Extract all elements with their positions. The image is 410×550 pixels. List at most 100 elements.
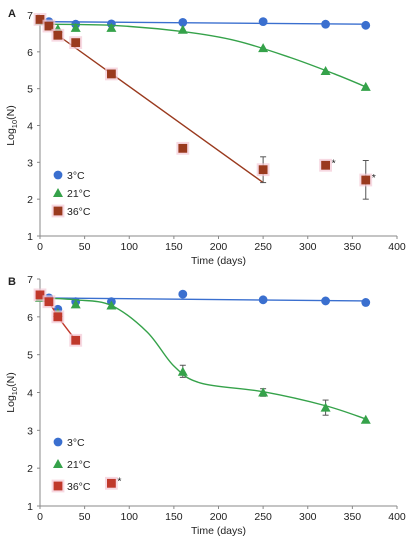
chart-panel-a: A 0 50 100 150 200 250 300 350 400 1 2 3 4 5 6 7 Time (da…: [5, 8, 406, 267]
legend-marker: [53, 206, 63, 216]
y-axis-title-main: Log: [5, 128, 17, 146]
data-point: [35, 290, 45, 300]
data-point: [321, 160, 330, 170]
x-tick-label: 0: [37, 241, 43, 253]
data-point: [107, 478, 116, 488]
data-point: [178, 143, 188, 153]
y-tick-label: 6: [27, 312, 33, 324]
legend-marker: [53, 170, 63, 180]
legend-label: 3°C: [67, 170, 85, 182]
y-tick-label: 1: [27, 501, 33, 513]
data-point: [361, 175, 371, 185]
legend-entry: 3°C: [53, 437, 85, 449]
data-point: [35, 15, 45, 24]
x-tick-label: 350: [344, 511, 362, 523]
legend-marker: [53, 188, 63, 197]
x-tick-label: 400: [388, 511, 406, 523]
data-point: [71, 335, 81, 345]
y-axis-title-tail: (N): [5, 105, 17, 120]
data-point: [178, 17, 188, 27]
x-tick-label: 300: [299, 511, 317, 523]
data-point: [321, 19, 330, 29]
series-triangle: [35, 15, 371, 91]
data-point: [53, 30, 63, 40]
x-tick-label: 250: [254, 511, 272, 523]
data-point: [320, 402, 331, 412]
x-tick-label: 200: [210, 511, 228, 523]
x-tick-label: 200: [210, 241, 228, 253]
data-point: [361, 298, 371, 307]
y-axis-title-sub: 10: [10, 387, 19, 395]
y-tick-label: 4: [27, 121, 33, 133]
fit-line: [39, 297, 366, 302]
panel-label: A: [8, 8, 16, 20]
series-circle: [35, 289, 371, 314]
significance-asterisk: *: [117, 475, 121, 487]
x-tick-label: 300: [299, 241, 317, 253]
data-point: [44, 21, 54, 31]
y-tick-label: 3: [27, 157, 33, 169]
significance-asterisk: *: [332, 157, 336, 169]
data-point: [320, 65, 331, 75]
data-point: [258, 165, 268, 175]
legend-label: 36°C: [67, 481, 91, 493]
legend-marker: [53, 459, 63, 468]
legend-label: 3°C: [67, 437, 85, 449]
x-tick-label: 250: [254, 241, 272, 253]
y-tick-label: 1: [27, 231, 33, 243]
data-point: [361, 20, 371, 30]
x-tick-label: 50: [79, 241, 91, 253]
fit-line: [39, 297, 366, 420]
data-point: [44, 297, 54, 307]
data-point: [106, 300, 117, 310]
data-point: [258, 387, 269, 397]
y-tick-label: 5: [27, 84, 33, 96]
x-tick-label: 50: [79, 511, 91, 523]
data-point: [258, 17, 268, 27]
x-tick-label: 100: [120, 241, 138, 253]
series-triangle: [35, 292, 371, 424]
legend-entry: 21°C: [53, 188, 91, 200]
y-tick-label: 4: [27, 388, 33, 400]
y-axis-title-main: Log: [5, 395, 17, 413]
data-point: [106, 22, 117, 32]
data-point: [177, 366, 188, 376]
x-tick-label: 100: [120, 511, 138, 523]
legend-label: 21°C: [67, 459, 91, 471]
legend-marker: [53, 437, 63, 447]
data-point: [71, 38, 81, 48]
x-tick-label: 150: [165, 241, 183, 253]
series-circle: [35, 15, 371, 30]
fit-line: [39, 23, 367, 88]
data-point: [258, 295, 268, 305]
data-point: [70, 22, 81, 32]
data-point: [70, 299, 81, 309]
y-tick-label: 6: [27, 47, 33, 59]
legend-entry: 21°C: [53, 459, 91, 471]
y-tick-label: 7: [27, 274, 33, 286]
y-tick-label: 5: [27, 350, 33, 362]
x-tick-label: 350: [344, 241, 362, 253]
y-axis-title-sub: 10: [10, 120, 19, 128]
data-point: [258, 43, 269, 53]
significance-asterisk: *: [372, 172, 376, 184]
series-square: **: [33, 13, 376, 200]
x-tick-label: 0: [37, 511, 43, 523]
panel-label: B: [8, 276, 16, 288]
data-point: [360, 414, 371, 424]
x-tick-label: 150: [165, 511, 183, 523]
x-axis-title: Time (days): [191, 525, 246, 537]
chart-panel-b: B 0 50 100 150 200 250 300 350 400 1 2 3 4 5 6 7 Time (da…: [5, 274, 406, 537]
fit-line: [39, 20, 366, 25]
y-axis-title: Log10(N): [5, 105, 19, 145]
legend-entry: 3°C: [53, 170, 85, 182]
data-point: [178, 289, 188, 299]
y-tick-label: 2: [27, 194, 33, 206]
data-point: [321, 296, 330, 306]
data-point: [107, 69, 116, 79]
legend-label: 21°C: [67, 188, 91, 200]
x-axis-title: Time (days): [191, 255, 246, 267]
y-axis-title-tail: (N): [5, 372, 17, 387]
legend-entry: 36°C: [51, 204, 91, 218]
